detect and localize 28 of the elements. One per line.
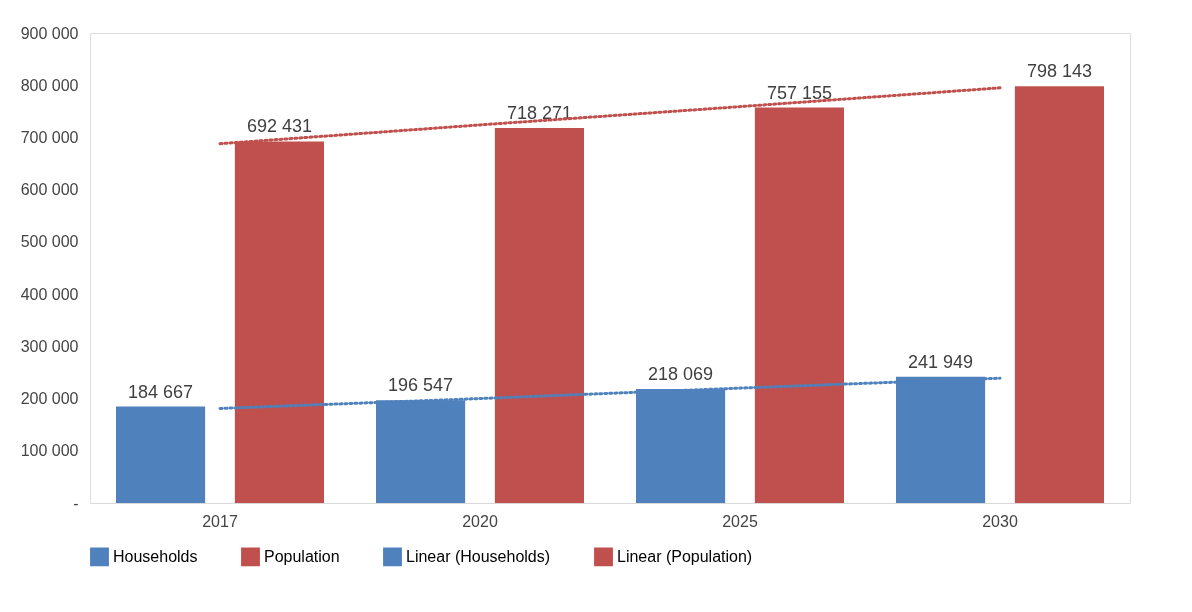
bar	[116, 406, 206, 503]
data-label: 241 949	[908, 351, 974, 372]
x-tick-label: 2030	[982, 512, 1018, 530]
y-tick-label: 900 000	[20, 24, 79, 42]
legend-label: Households	[113, 547, 198, 565]
y-tick-label: 300 000	[20, 337, 79, 355]
legend-label: Linear (Households)	[406, 547, 551, 565]
y-tick-label: 500 000	[20, 233, 79, 251]
y-tick-label: -	[73, 494, 79, 512]
legend-label: Linear (Population)	[617, 547, 753, 565]
legend-label: Population	[264, 547, 340, 565]
bar	[494, 127, 584, 503]
x-tick-label: 2025	[722, 512, 758, 530]
y-tick-label: 600 000	[20, 181, 79, 199]
y-tick-label: 400 000	[20, 285, 79, 303]
data-label: 692 431	[246, 116, 312, 137]
data-label: 757 155	[766, 82, 832, 103]
y-tick-label: 200 000	[20, 390, 79, 408]
x-tick-label: 2020	[462, 512, 498, 530]
y-tick-label: 800 000	[20, 76, 79, 94]
data-label: 184 667	[128, 381, 194, 402]
bar	[1014, 86, 1104, 503]
y-tick-label: 100 000	[20, 442, 79, 460]
y-tick-label: 700 000	[20, 128, 79, 146]
x-tick-label: 2017	[202, 512, 238, 530]
data-label: 196 547	[388, 375, 454, 396]
data-label: 798 143	[1026, 61, 1092, 82]
data-label: 218 069	[648, 364, 714, 385]
